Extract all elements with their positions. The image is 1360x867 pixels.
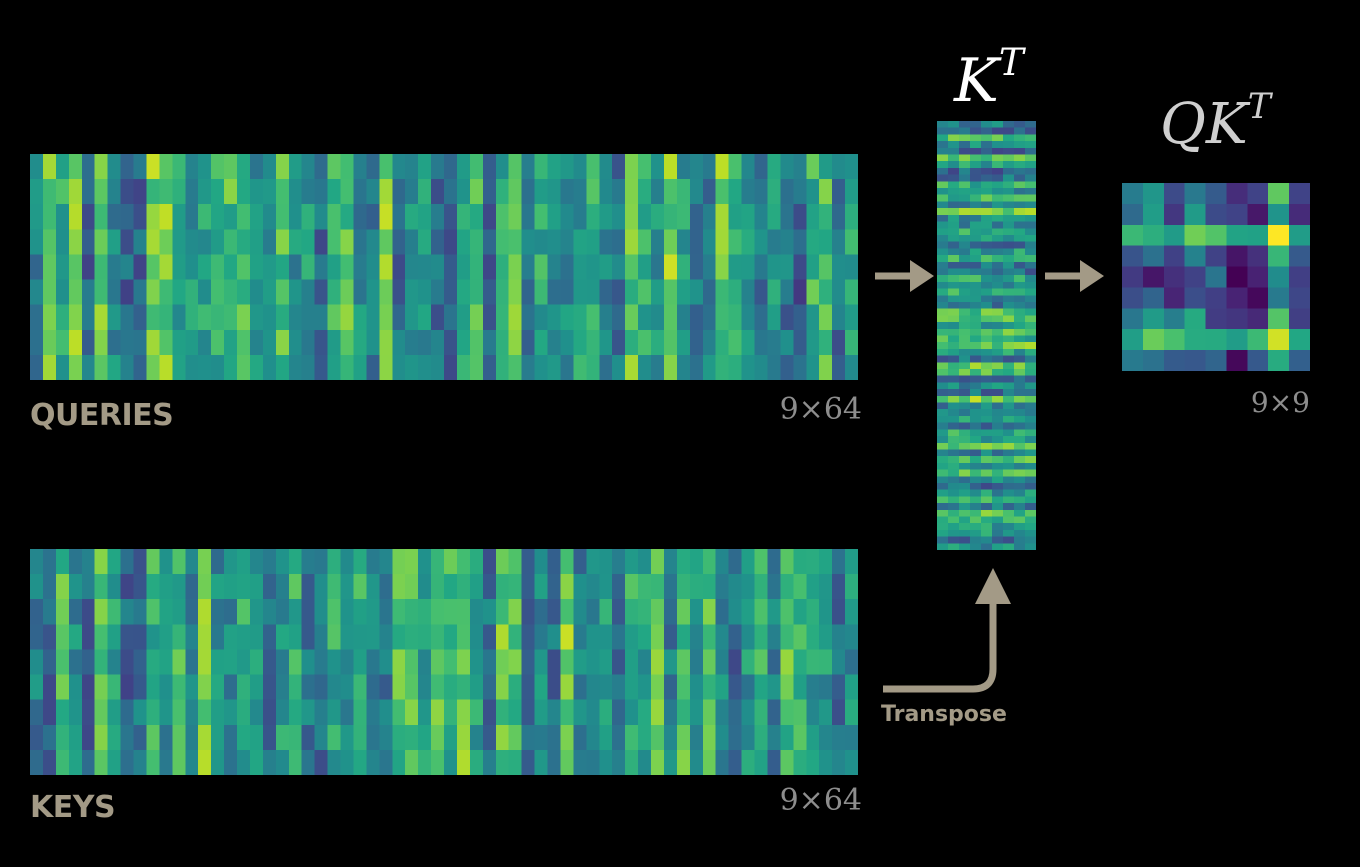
keys-dimension: 9×64 [779,783,862,818]
qkt-title: QKT [1160,87,1271,157]
queries-heatmap [30,154,858,380]
keys-label: KEYS [30,790,116,825]
keys-heatmap [30,549,858,775]
qkt-heatmap [1122,183,1310,371]
transpose-label: Transpose [881,702,1007,727]
transpose-arrow [883,568,1011,693]
arrow-queries-to-kt [875,260,934,292]
kt-title-base: K [954,46,999,116]
qkt-title-sup: T [1247,86,1271,127]
qkt-title-base: QK [1160,92,1248,157]
kt-heatmap [937,121,1036,550]
arrow-kt-to-qkt [1045,260,1104,292]
kt-title: KT [954,40,1024,116]
queries-dimension: 9×64 [779,392,862,427]
kt-title-sup: T [998,40,1024,85]
queries-label: QUERIES [30,398,174,433]
qkt-dimension: 9×9 [1250,386,1310,419]
